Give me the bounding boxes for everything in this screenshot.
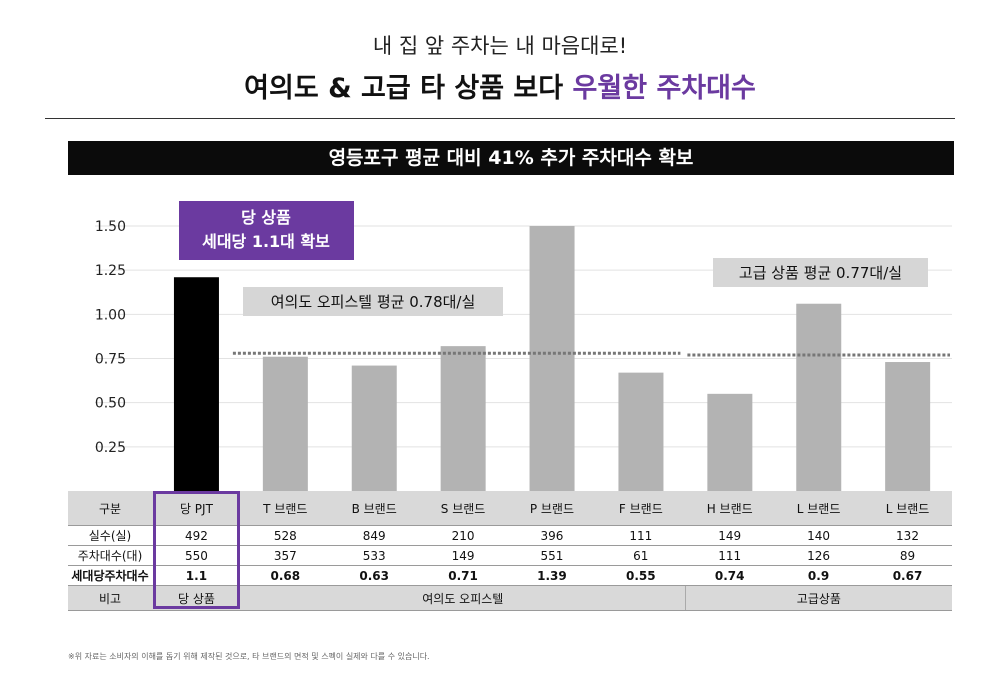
table-col-header: 당 PJT [152,491,241,526]
footnote: ※위 자료는 소비자의 이해를 돕기 위해 제작된 것으로, 타 브랜드의 면적… [68,652,430,661]
table-cell: 849 [329,525,419,546]
table-cell: 126 [774,545,863,566]
table-cell: 357 [240,545,330,566]
callout-text: 당 상품 [241,208,291,227]
bar [440,346,486,491]
table-col-header: T 브랜드 [240,491,330,526]
header-divider [45,118,955,119]
table-cell: 533 [329,545,419,566]
table-row: 세대당주차대수 1.1 0.68 0.63 0.71 1.39 0.55 0.7… [68,565,952,586]
row-label: 주차대수(대) [68,545,152,566]
table-cell: 132 [863,525,952,546]
table-row: 주차대수(대) 550 357 533 149 551 61 111 126 8… [68,545,952,566]
y-tick-label: 0.75 [95,352,126,368]
average-label-box [713,258,928,287]
bar [173,277,219,491]
table-cell: 492 [152,525,241,546]
table-header-label: 구분 [68,491,152,526]
table-col-header: L 브랜드 [774,491,863,526]
note-own: 당 상품 [152,585,241,611]
title-main: 여의도 & 고급 타 상품 보다 [244,73,573,104]
table-cell: 528 [240,525,330,546]
table-cell: 0.68 [240,565,330,586]
bar [796,303,842,491]
table-cell: 0.74 [685,565,775,586]
y-tick-label: 1.00 [95,307,126,323]
average-label: 여의도 오피스텔 평균 0.78대/실 [271,293,476,311]
table-cell: 61 [596,545,686,566]
table-col-header: F 브랜드 [596,491,686,526]
bar [262,356,308,491]
table-col-header: H 브랜드 [685,491,775,526]
row-label: 비고 [68,585,152,611]
table-cell: 0.9 [774,565,863,586]
bar [707,393,753,491]
table-cell: 111 [596,525,686,546]
bar [885,362,931,491]
table-cell: 149 [418,545,508,566]
table-cell: 0.63 [329,565,419,586]
table-col-header: B 브랜드 [329,491,419,526]
callout-text: 세대당 1.1대 확보 [202,232,330,251]
table-cell: 140 [774,525,863,546]
y-tick-label: 0.25 [95,440,126,456]
chart-banner: 영등포구 평균 대비 41% 추가 주차대수 확보 [68,141,954,175]
note-group-premium: 고급상품 [684,585,952,611]
data-table: 구분 당 PJT T 브랜드 B 브랜드 S 브랜드 P 브랜드 F 브랜드 H… [68,491,952,611]
average-label-box [243,287,503,316]
table-cell: 89 [863,545,952,566]
table-cell: 0.71 [418,565,508,586]
table-col-header: S 브랜드 [418,491,508,526]
title-highlight: 우월한 주차대수 [572,73,756,104]
average-label: 고급 상품 평균 0.77대/실 [739,264,902,282]
y-tick-label: 0.50 [95,396,126,412]
table-col-header: L 브랜드 [863,491,952,526]
table-header-row: 구분 당 PJT T 브랜드 B 브랜드 S 브랜드 P 브랜드 F 브랜드 H… [68,491,952,526]
table-cell: 551 [507,545,597,566]
table-cell: 149 [685,525,775,546]
bar [351,365,397,491]
table-note-row: 비고 당 상품 여의도 오피스텔 고급상품 [68,585,952,611]
note-group-yeouido: 여의도 오피스텔 [240,585,686,611]
table-cell: 550 [152,545,241,566]
table-cell: 0.55 [596,565,686,586]
table-cell: 111 [685,545,775,566]
bar [529,226,575,491]
table-cell: 1.1 [152,565,241,586]
y-tick-label: 1.50 [95,219,126,235]
header-title: 여의도 & 고급 타 상품 보다 우월한 주차대수 [0,66,1000,105]
header-subtitle: 내 집 앞 주차는 내 마음대로! [372,34,628,58]
bar [618,372,664,491]
y-tick-label: 1.25 [95,263,126,279]
table-cell: 396 [507,525,597,546]
table-cell: 210 [418,525,508,546]
table-row: 실수(실) 492 528 849 210 396 111 149 140 13… [68,525,952,546]
table-cell: 1.39 [507,565,597,586]
table-col-header: P 브랜드 [507,491,597,526]
row-label: 실수(실) [68,525,152,546]
row-label: 세대당주차대수 [68,565,152,586]
table-cell: 0.67 [863,565,952,586]
callout-box [179,201,354,260]
